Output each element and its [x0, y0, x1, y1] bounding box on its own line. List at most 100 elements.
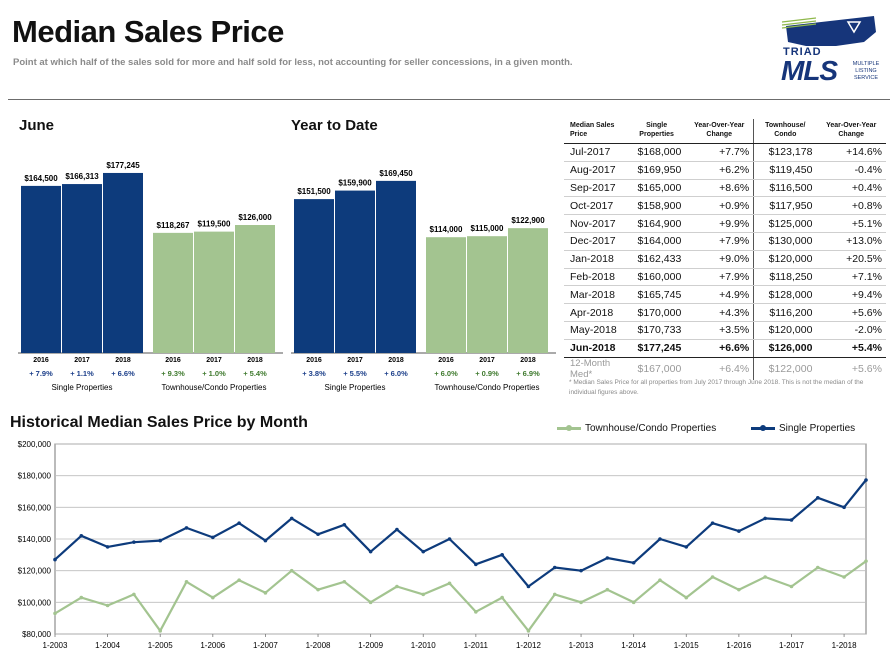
- change-label: + 6.6%: [111, 369, 135, 378]
- data-point: [631, 560, 636, 565]
- group-label: Single Properties: [52, 383, 113, 392]
- table-cell: Sep-2017: [564, 179, 628, 198]
- x-tick-label: 2016: [438, 357, 454, 364]
- x-tick-label: 2017: [206, 357, 222, 364]
- x-tick-label: 1-2017: [779, 641, 804, 650]
- data-point: [184, 579, 189, 584]
- table-cell: $160,000: [627, 268, 686, 287]
- data-point: [105, 545, 110, 549]
- y-tick-label: $200,000: [18, 440, 52, 449]
- bar-value-label: $114,000: [430, 225, 463, 234]
- table-cell: $118,250: [753, 268, 817, 287]
- data-point: [526, 584, 531, 589]
- table-row: Oct-2017 $158,900 +0.9% $117,950 +0.8%: [564, 196, 886, 216]
- ytd-title: Year to Date: [291, 117, 378, 134]
- y-tick-label: $120,000: [18, 567, 52, 576]
- data-point: [631, 600, 636, 605]
- table-cell: $162,433: [627, 250, 686, 269]
- june-title: June: [19, 117, 55, 134]
- table-row: Feb-2018 $160,000 +7.9% $118,250 +7.1%: [564, 268, 886, 287]
- table-cell: +8.6%: [685, 179, 754, 198]
- legend-townhouse-swatch: [557, 425, 581, 431]
- y-tick-label: $80,000: [22, 630, 51, 639]
- x-tick-label: 2018: [388, 357, 404, 364]
- table-cell: +4.9%: [685, 285, 754, 305]
- table-cell: Jul-2017: [564, 143, 628, 162]
- table-cell: $120,000: [753, 321, 817, 340]
- legend-townhouse-label: Townhouse/Condo Properties: [585, 423, 717, 434]
- legend-single-swatch: [751, 425, 775, 431]
- data-point: [842, 575, 846, 579]
- table-cell: $170,733: [627, 321, 686, 340]
- table-cell: Jun-2018: [564, 339, 628, 358]
- x-tick-label: 2017: [479, 357, 495, 364]
- x-tick-label: 1-2012: [516, 641, 541, 650]
- table-row: Sep-2017 $165,000 +8.6% $116,500 +0.4%: [564, 179, 886, 198]
- table-cell: Aug-2017: [564, 161, 628, 180]
- x-tick-label: 2016: [306, 357, 322, 364]
- table-cell: $117,950: [753, 196, 817, 216]
- table-cell: -0.4%: [816, 161, 886, 180]
- table-row: Aug-2017 $169,950 +6.2% $119,450 -0.4%: [564, 161, 886, 180]
- table-cell: Oct-2017: [564, 196, 628, 216]
- bar: [467, 236, 507, 353]
- table-cell: +7.9%: [685, 268, 754, 287]
- data-point: [684, 595, 689, 600]
- historical-line-chart: $80,000 $100,000 $120,000 $140,000 $160,000 $…: [18, 440, 868, 650]
- x-tick-label: 1-2004: [95, 641, 120, 650]
- table-cell: $116,500: [753, 179, 817, 198]
- x-tick-label: 1-2010: [411, 641, 436, 650]
- change-label: + 9.3%: [161, 369, 185, 378]
- data-point: [864, 559, 868, 563]
- data-point: [368, 549, 373, 554]
- group-label: Townhouse/Condo Properties: [435, 383, 540, 392]
- table-cell: Mar-2018: [564, 285, 628, 305]
- data-point: [263, 591, 268, 595]
- data-point: [552, 565, 557, 570]
- bar-value-label: $164,500: [24, 174, 58, 183]
- ytd-bar-chart: $151,500 2016 + 3.8% $159,900 2017 + 5.5% $169…: [291, 169, 556, 392]
- logo-name: TRIAD: [783, 46, 822, 58]
- x-tick-label: 2018: [115, 357, 131, 364]
- data-point: [132, 540, 136, 544]
- change-label: + 1.1%: [70, 369, 94, 378]
- data-point: [605, 587, 610, 592]
- bar: [294, 199, 334, 353]
- data-point: [579, 568, 583, 573]
- bar-value-label: $166,313: [65, 172, 99, 181]
- data-point: [710, 575, 715, 579]
- table-cell: +5.4%: [816, 339, 886, 358]
- y-tick-label: $160,000: [18, 503, 52, 512]
- data-point: [395, 584, 399, 589]
- x-tick-label: 2016: [33, 357, 49, 364]
- table-cell: $130,000: [753, 232, 817, 251]
- table-cell: +7.1%: [816, 268, 886, 287]
- table-cell: +7.7%: [685, 143, 754, 162]
- table-cell: $164,900: [627, 214, 686, 233]
- bar: [508, 228, 548, 353]
- data-point: [789, 518, 794, 522]
- table-header: Single Properties: [627, 119, 686, 144]
- data-point: [368, 600, 373, 605]
- data-point: [158, 629, 163, 633]
- bar: [153, 232, 193, 353]
- change-label: + 6.0%: [434, 369, 458, 378]
- data-point: [500, 595, 504, 600]
- table-cell: $120,000: [753, 250, 817, 269]
- table-cell: +14.6%: [816, 143, 886, 162]
- data-point: [237, 521, 241, 525]
- table-cell: $158,900: [627, 196, 686, 216]
- table-row: Dec-2017 $164,000 +7.9% $130,000 +13.0%: [564, 232, 886, 251]
- table-cell: $116,200: [753, 303, 817, 322]
- table-cell: $165,745: [627, 285, 686, 305]
- bar: [21, 185, 61, 353]
- data-point: [763, 516, 767, 521]
- data-point: [316, 587, 320, 592]
- x-tick-label: 2017: [74, 357, 90, 364]
- bar: [426, 237, 466, 353]
- data-point: [474, 562, 478, 567]
- x-tick-label: 1-2018: [832, 641, 857, 650]
- table-cell: +9.0%: [685, 250, 754, 269]
- table-cell: +6.4%: [719, 362, 750, 375]
- data-point: [421, 549, 426, 554]
